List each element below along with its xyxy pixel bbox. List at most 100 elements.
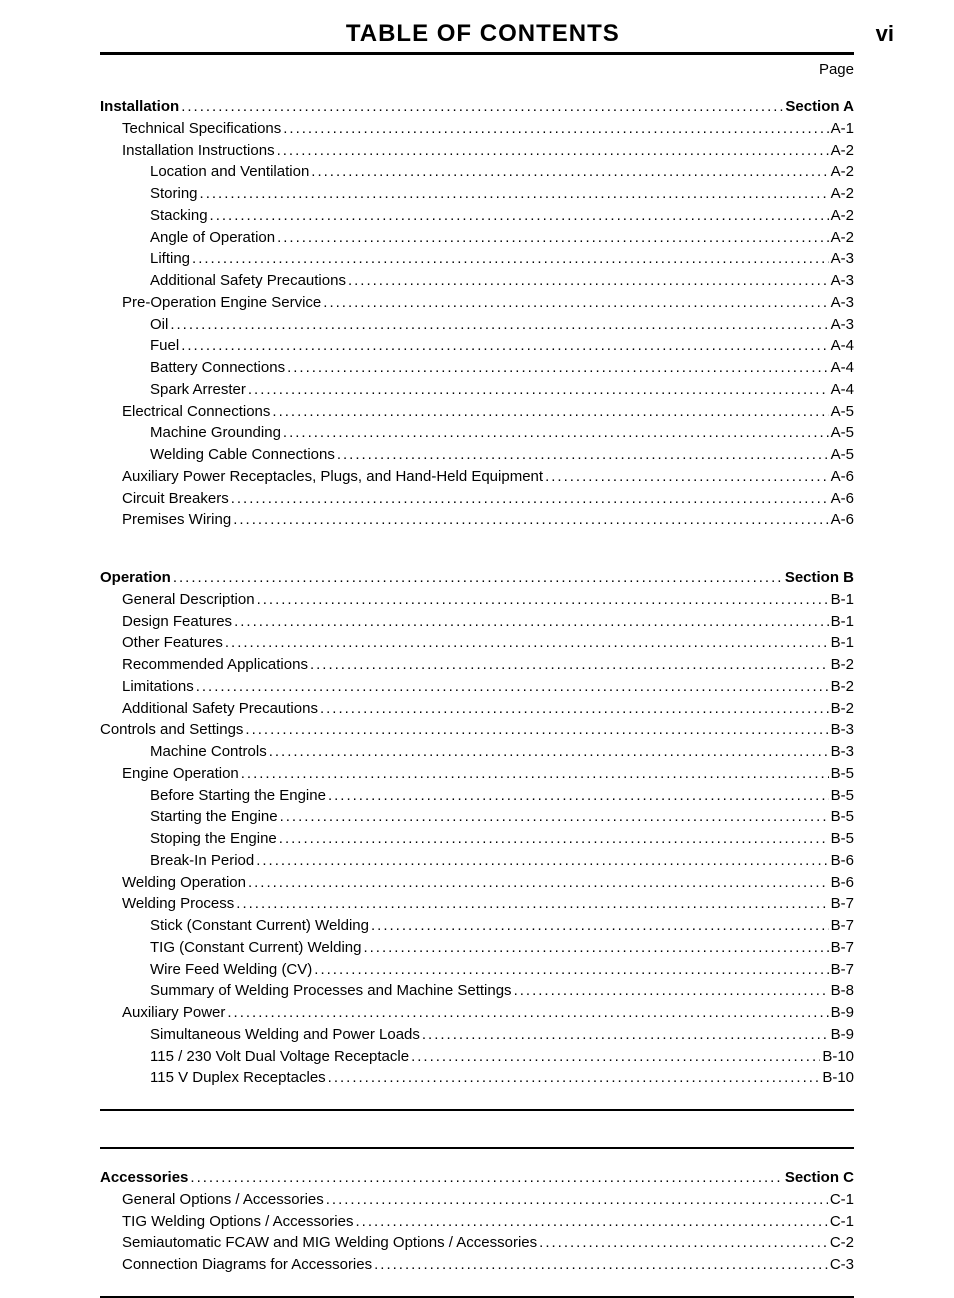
toc-section-label: Installation bbox=[100, 96, 179, 118]
page-title: TABLE OF CONTENTS bbox=[100, 20, 866, 48]
toc-section-label: Accessories bbox=[100, 1167, 188, 1189]
toc-entry: 115 V Duplex ReceptaclesB-10 bbox=[100, 1067, 854, 1089]
toc-entry: Circuit BreakersA-6 bbox=[100, 488, 854, 510]
toc-entry-label: Recommended Applications bbox=[122, 654, 308, 676]
toc-entry-label: Stick (Constant Current) Welding bbox=[150, 915, 369, 937]
toc-entry-label: Pre-Operation Engine Service bbox=[122, 292, 321, 314]
toc-entry: Auxiliary Power Receptacles, Plugs, and … bbox=[100, 466, 854, 488]
toc-entry-label: Design Features bbox=[122, 611, 232, 633]
toc-entry-page: A-3 bbox=[831, 314, 854, 336]
toc-entry-label: Limitations bbox=[122, 676, 194, 698]
toc-entry-label: Semiautomatic FCAW and MIG Welding Optio… bbox=[122, 1232, 537, 1254]
toc-entry-label: Oil bbox=[150, 314, 168, 336]
toc-entry-page: B-1 bbox=[831, 611, 854, 633]
toc-entry-label: TIG Welding Options / Accessories bbox=[122, 1211, 353, 1233]
toc-entry-label: Before Starting the Engine bbox=[150, 785, 326, 807]
toc-entry: General Options / Accessories C-1 bbox=[100, 1189, 854, 1211]
toc-entry-page: A-4 bbox=[831, 379, 854, 401]
toc-entry-page: B-5 bbox=[831, 828, 854, 850]
toc-entry: Welding ProcessB-7 bbox=[100, 893, 854, 915]
toc-leader-dots bbox=[192, 248, 829, 270]
toc-entry-page: A-2 bbox=[831, 140, 854, 162]
toc-leader-dots bbox=[269, 741, 829, 763]
toc-entry-page: B-10 bbox=[822, 1046, 854, 1068]
toc-leader-dots bbox=[283, 422, 829, 444]
toc-entry-label: Location and Ventilation bbox=[150, 161, 309, 183]
toc-entry-label: Welding Process bbox=[122, 893, 234, 915]
toc-section-page: Section B bbox=[785, 567, 854, 589]
toc-leader-dots bbox=[545, 466, 829, 488]
toc-leader-dots bbox=[279, 828, 829, 850]
toc-leader-dots bbox=[283, 118, 828, 140]
toc-leader-dots bbox=[227, 1002, 828, 1024]
toc-entry: Storing A-2 bbox=[100, 183, 854, 205]
toc-entry-page: A-4 bbox=[831, 357, 854, 379]
toc-section: AccessoriesSection CGeneral Options / Ac… bbox=[100, 1147, 854, 1298]
toc-entry: Location and Ventilation A-2 bbox=[100, 161, 854, 183]
toc-entry: StackingA-2 bbox=[100, 205, 854, 227]
toc-entry-label: Welding Cable Connections bbox=[150, 444, 335, 466]
toc-entry-page: C-1 bbox=[830, 1189, 854, 1211]
toc-entry-page: A-2 bbox=[831, 183, 854, 205]
toc-entry-page: A-6 bbox=[831, 488, 854, 510]
toc-entry-label: Summary of Welding Processes and Machine… bbox=[150, 980, 512, 1002]
toc-leader-dots bbox=[257, 589, 829, 611]
toc-entry: Connection Diagrams for AccessoriesC-3 bbox=[100, 1254, 854, 1276]
page: TABLE OF CONTENTS vi Page InstallationSe… bbox=[0, 0, 954, 1235]
toc-entry-page: A-4 bbox=[831, 335, 854, 357]
toc-entry-page: B-3 bbox=[831, 741, 854, 763]
toc-entry-label: Stoping the Engine bbox=[150, 828, 277, 850]
toc-entry-page: B-2 bbox=[831, 654, 854, 676]
toc-leader-dots bbox=[170, 314, 828, 336]
toc-entry-page: A-2 bbox=[831, 205, 854, 227]
toc-entry-page: A-5 bbox=[831, 422, 854, 444]
toc-entry-label: Storing bbox=[150, 183, 198, 205]
toc-entry-label: Auxiliary Power Receptacles, Plugs, and … bbox=[122, 466, 543, 488]
toc-entry-label: Premises Wiring bbox=[122, 509, 231, 531]
toc-leader-dots bbox=[248, 379, 829, 401]
toc-leader-dots bbox=[374, 1254, 828, 1276]
toc-entry-label: Simultaneous Welding and Power Loads bbox=[150, 1024, 420, 1046]
toc-entry-page: B-7 bbox=[831, 915, 854, 937]
toc-entry-label: Machine Grounding bbox=[150, 422, 281, 444]
toc-leader-dots bbox=[181, 96, 783, 118]
toc-leader-dots bbox=[236, 893, 828, 915]
toc-entry-page: B-6 bbox=[831, 872, 854, 894]
toc-leader-dots bbox=[310, 654, 829, 676]
toc-entry-label: Engine Operation bbox=[122, 763, 239, 785]
toc-entry-page: A-2 bbox=[831, 161, 854, 183]
toc-entry-page: C-3 bbox=[830, 1254, 854, 1276]
toc-leader-dots bbox=[326, 1189, 828, 1211]
toc-entry-page: B-5 bbox=[831, 785, 854, 807]
toc-entry: LimitationsB-2 bbox=[100, 676, 854, 698]
toc-entry-label: Installation Instructions bbox=[122, 140, 275, 162]
toc-section-header: AccessoriesSection C bbox=[100, 1167, 854, 1189]
toc-leader-dots bbox=[371, 915, 829, 937]
toc-leader-dots bbox=[348, 270, 829, 292]
toc-entry: Angle of OperationA-2 bbox=[100, 227, 854, 249]
toc-entry-label: Machine Controls bbox=[150, 741, 267, 763]
toc-entry-label: General Options / Accessories bbox=[122, 1189, 324, 1211]
toc-entry: Starting the Engine B-5 bbox=[100, 806, 854, 828]
toc-entry-label: 115 / 230 Volt Dual Voltage Receptacle bbox=[150, 1046, 409, 1068]
toc-entry-page: B-1 bbox=[831, 632, 854, 654]
toc-entry-label: Battery Connections bbox=[150, 357, 285, 379]
toc-entry: Machine Controls B-3 bbox=[100, 741, 854, 763]
toc-leader-dots bbox=[320, 698, 829, 720]
toc-entry: Stoping the Engine B-5 bbox=[100, 828, 854, 850]
toc-entry: Spark ArresterA-4 bbox=[100, 379, 854, 401]
toc-entry: Semiautomatic FCAW and MIG Welding Optio… bbox=[100, 1232, 854, 1254]
toc-entry: Before Starting the Engine B-5 bbox=[100, 785, 854, 807]
toc-leader-dots bbox=[245, 719, 828, 741]
header-row: TABLE OF CONTENTS vi bbox=[100, 20, 854, 55]
toc-entry-page: B-9 bbox=[831, 1002, 854, 1024]
toc-entry-label: Additional Safety Precautions bbox=[122, 698, 318, 720]
toc-entry-page: A-3 bbox=[831, 248, 854, 270]
toc-leader-dots bbox=[277, 140, 829, 162]
toc-entry-label: Starting the Engine bbox=[150, 806, 278, 828]
toc-entry-page: B-5 bbox=[831, 806, 854, 828]
toc-entry: Simultaneous Welding and Power LoadsB-9 bbox=[100, 1024, 854, 1046]
toc-entry-label: 115 V Duplex Receptacles bbox=[150, 1067, 326, 1089]
toc-entry: Battery Connections A-4 bbox=[100, 357, 854, 379]
toc-entry: Welding OperationB-6 bbox=[100, 872, 854, 894]
